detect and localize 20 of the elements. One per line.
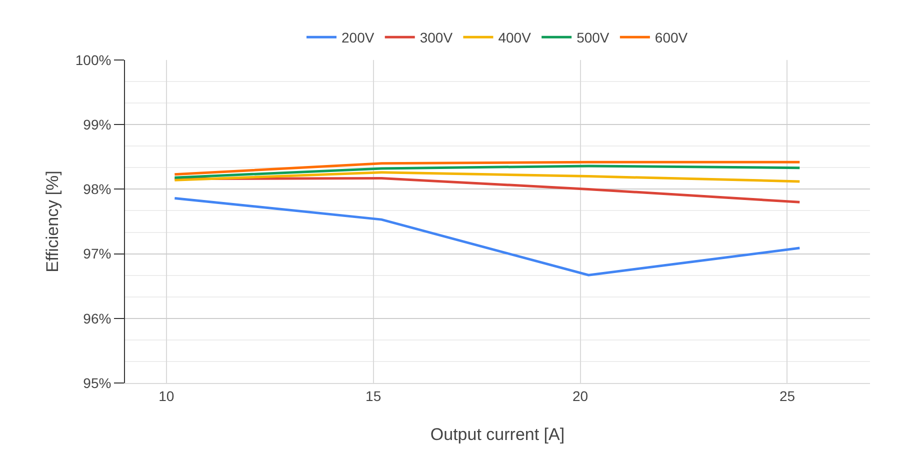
line-series (173, 164, 801, 179)
x-tick-label: 15 (366, 388, 382, 404)
legend-label: 200V (342, 30, 375, 46)
line-series (173, 171, 801, 183)
y-tick-label: 97% (83, 246, 112, 262)
y-tick-label: 98% (83, 181, 112, 198)
legend-label: 500V (576, 30, 610, 46)
legend-label: 600V (654, 30, 688, 46)
x-tick-label: 10 (158, 388, 174, 404)
legend-label: 400V (498, 30, 532, 46)
x-tick-label: 20 (572, 388, 588, 404)
y-tick-label: 96% (83, 310, 112, 326)
line-series (173, 196, 801, 276)
y-axis-title: Efficiency [%] (42, 170, 62, 272)
y-tick-label: 99% (83, 116, 112, 132)
x-axis-title: Output current [A] (430, 425, 565, 444)
y-tick-label: 100% (75, 52, 112, 68)
x-tick-label: 25 (779, 388, 796, 404)
legend-label: 300V (420, 30, 454, 46)
y-tick-label: 95% (83, 374, 112, 391)
